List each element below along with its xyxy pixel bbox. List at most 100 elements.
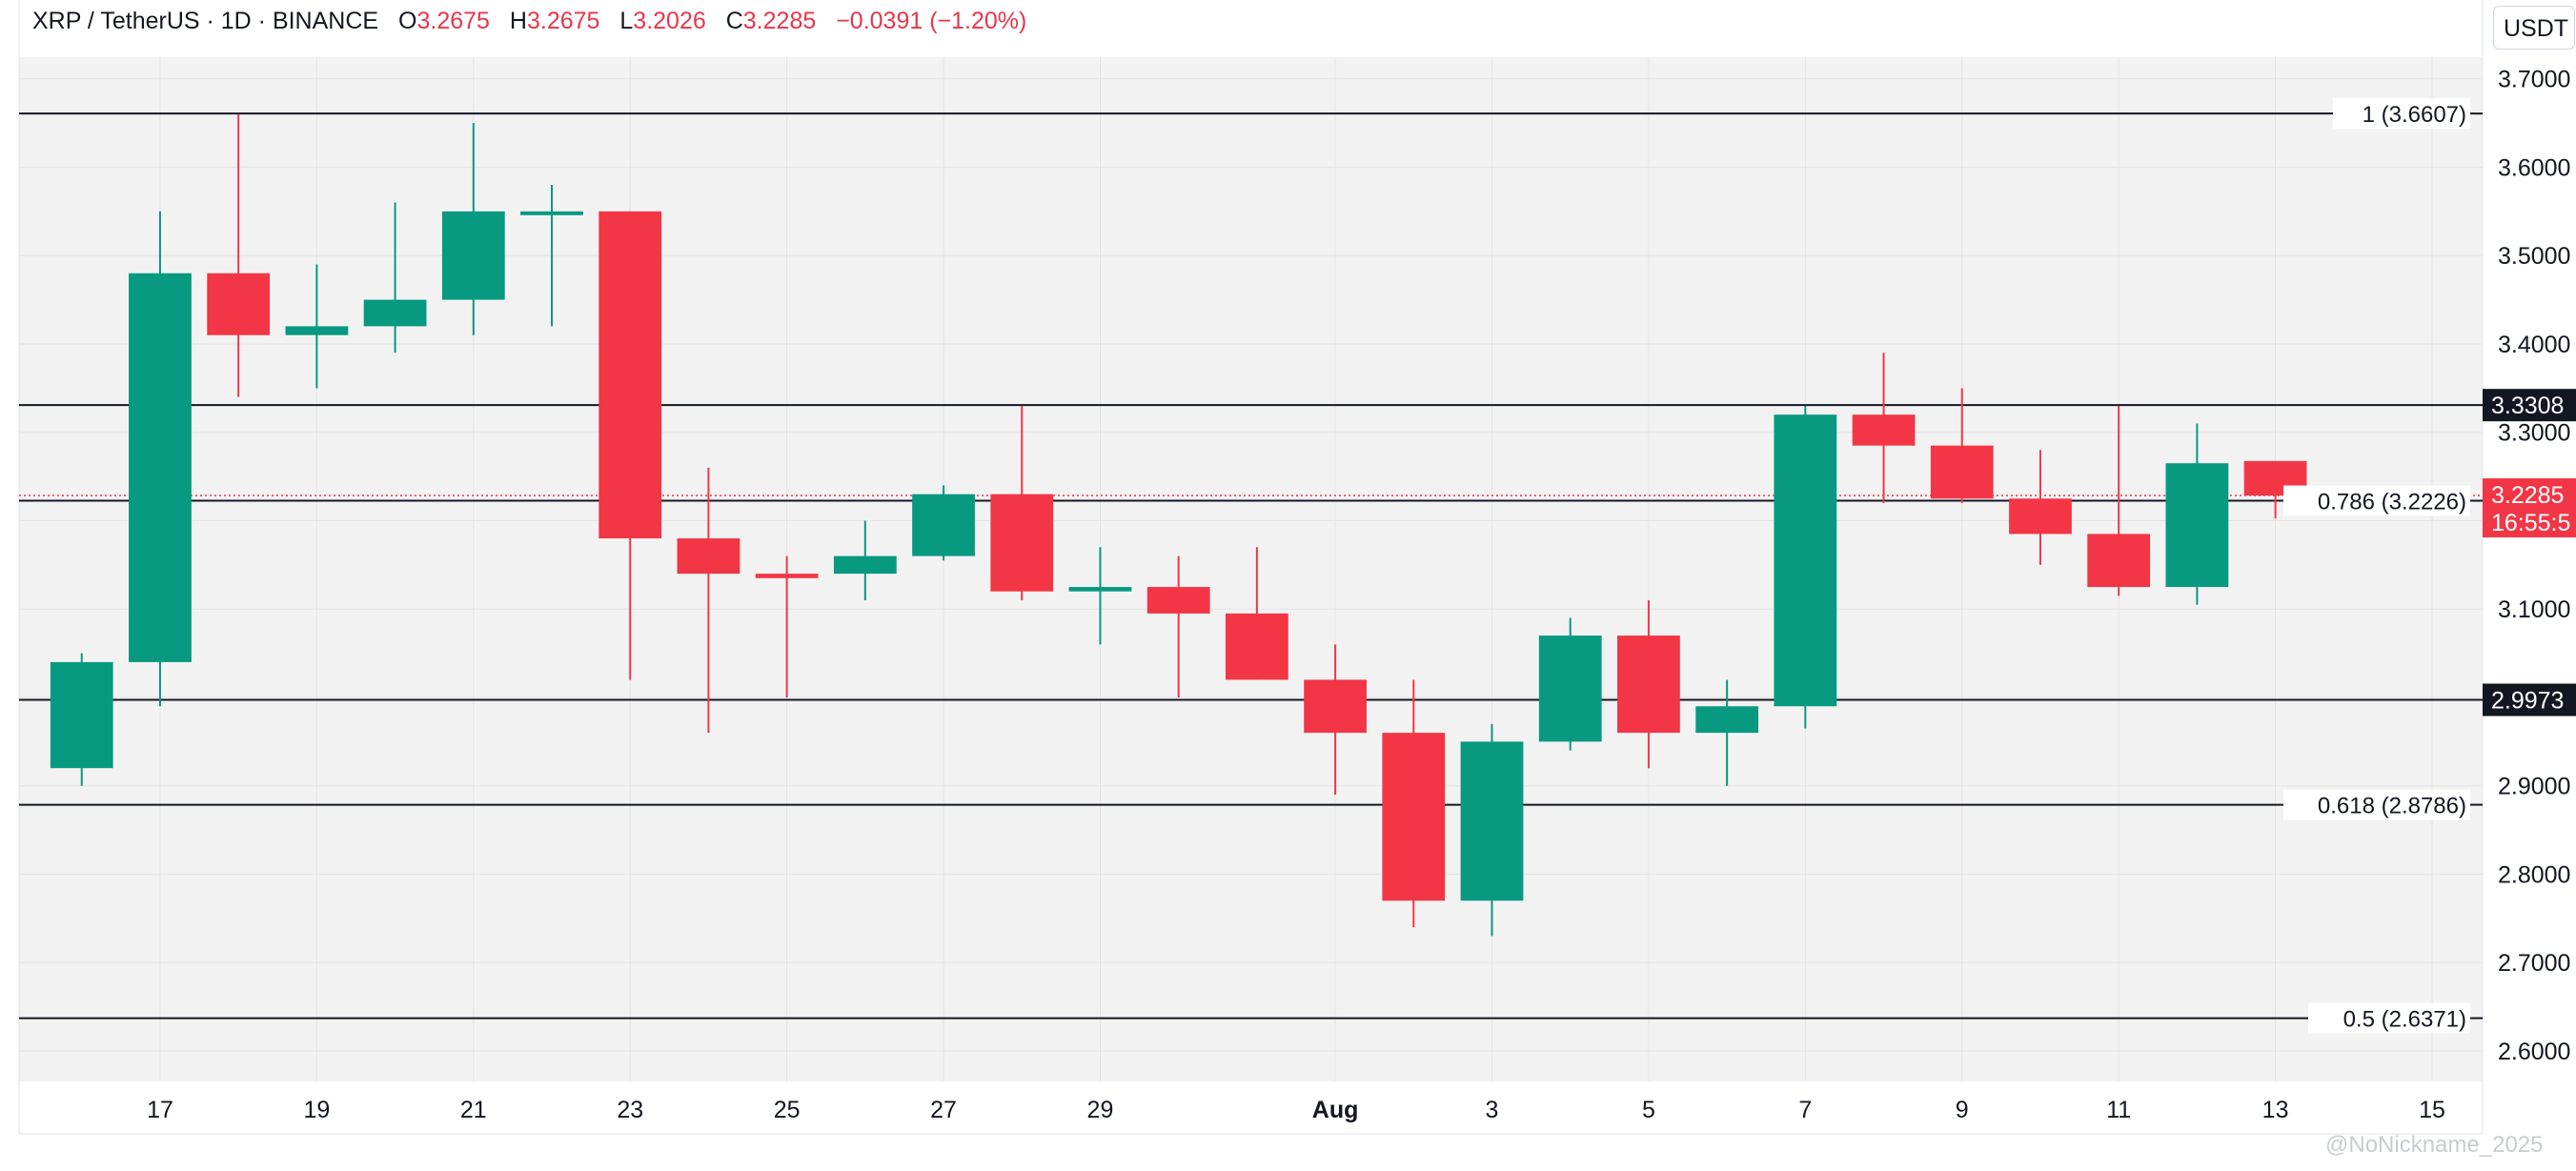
candle — [1695, 679, 1759, 786]
candle — [285, 264, 349, 389]
candle-body — [990, 494, 1054, 592]
candle-body — [2087, 534, 2151, 588]
x-tick-label: 9 — [1956, 1097, 1969, 1123]
watermark: @NoNickname_2025 — [2325, 1132, 2544, 1158]
candle-body — [1774, 414, 1837, 707]
candle — [207, 113, 271, 397]
open-label: O — [398, 8, 417, 34]
candle-body — [755, 574, 819, 578]
last-price-tag — [2483, 478, 2576, 538]
candle — [1068, 547, 1132, 645]
candle-body — [1146, 587, 1210, 614]
close-value: 3.2285 — [742, 8, 817, 34]
price-level-tag — [2483, 683, 2576, 717]
plot-background — [19, 57, 2483, 1081]
x-tick-label: 25 — [774, 1097, 801, 1123]
candle-body — [1617, 636, 1680, 734]
candle — [1617, 599, 1680, 769]
candle — [441, 123, 505, 335]
y-tick-label: 3.7000 — [2498, 67, 2570, 93]
y-tick-label: 3.1000 — [2498, 596, 2570, 623]
y-tick-label: 2.6000 — [2498, 1039, 2570, 1065]
candle — [363, 202, 427, 353]
y-tick-label: 3.4000 — [2498, 332, 2570, 358]
symbol-name[interactable]: XRP / TetherUS · 1D · BINANCE — [32, 8, 379, 34]
low-label: L — [619, 8, 634, 34]
candle-body — [1538, 636, 1602, 742]
candle-body — [363, 299, 427, 327]
candle — [912, 485, 975, 561]
candle-body — [1068, 587, 1132, 592]
candle — [2087, 405, 2151, 596]
candle — [990, 405, 1054, 600]
fib-label-background — [2283, 485, 2470, 516]
fib-level-label: 0.786 (3.2226) — [2318, 490, 2466, 515]
candle — [755, 555, 819, 697]
fib-label-background — [2333, 98, 2470, 130]
y-tick-label: 3.6000 — [2498, 154, 2570, 181]
x-tick-label: 11 — [2106, 1097, 2131, 1123]
fib-level-label: 0.618 (2.8786) — [2318, 794, 2466, 819]
candle-body — [912, 494, 975, 556]
candle-body — [1695, 706, 1759, 734]
x-tick-label: 29 — [1087, 1097, 1114, 1123]
fib-level-label: 1 (3.6607) — [2363, 102, 2466, 128]
candle — [1460, 723, 1524, 937]
candle — [2165, 423, 2229, 605]
candle — [2009, 450, 2072, 565]
y-tick-label: 2.8000 — [2498, 861, 2570, 888]
currency-button[interactable]: USDT — [2493, 6, 2575, 50]
x-tick-label: 27 — [930, 1097, 957, 1123]
candle-body — [207, 273, 271, 335]
price-level-tag-label: 3.3308 — [2491, 393, 2564, 419]
price-level-tag-label: 2.9973 — [2491, 687, 2564, 714]
x-tick-label: 21 — [460, 1097, 487, 1123]
candle-body — [1226, 613, 1288, 680]
low-value: 3.2026 — [633, 8, 706, 34]
candle-body — [677, 538, 740, 575]
candle-body — [129, 273, 192, 662]
price-level-tag — [2483, 389, 2576, 422]
candle-body — [1382, 733, 1446, 901]
last-price-tag-value: 3.2285 — [2491, 482, 2564, 509]
fib-label-background — [2308, 1002, 2470, 1034]
high-label: H — [509, 8, 527, 34]
change-value: −0.0391 (−1.20%) — [836, 8, 1027, 34]
x-tick-label: 3 — [1486, 1097, 1499, 1123]
candle — [1226, 547, 1288, 680]
x-tick-label: 7 — [1798, 1097, 1812, 1123]
candle-body — [50, 661, 113, 769]
y-tick-label: 2.7000 — [2498, 950, 2570, 977]
candle — [833, 520, 897, 600]
candle — [1930, 388, 1994, 503]
x-tick-label: 5 — [1642, 1097, 1655, 1123]
candle-body — [1930, 445, 1994, 499]
candle-body — [285, 326, 349, 335]
candle — [1382, 679, 1446, 928]
candle — [1852, 353, 1916, 503]
candle-body — [598, 211, 662, 539]
x-tick-label: Aug — [1312, 1097, 1359, 1123]
candle — [1304, 644, 1367, 796]
x-tick-label: 17 — [147, 1097, 173, 1123]
candle-body — [2165, 463, 2229, 588]
candle — [129, 211, 192, 707]
candle — [677, 467, 740, 734]
candle-body — [520, 211, 583, 215]
x-tick-label: 15 — [2419, 1097, 2445, 1123]
y-tick-label: 3.3000 — [2498, 420, 2570, 447]
open-value: 3.2675 — [416, 8, 490, 34]
y-tick-label: 3.5000 — [2498, 243, 2570, 270]
x-tick-label: 13 — [2262, 1097, 2289, 1123]
candle-body — [1304, 679, 1367, 734]
candle-body — [1460, 741, 1524, 901]
candle — [598, 211, 662, 680]
fib-level-label: 0.5 (2.6371) — [2343, 1007, 2466, 1033]
x-tick-label: 19 — [303, 1097, 330, 1123]
x-tick-label: 23 — [617, 1097, 643, 1123]
candle — [1538, 617, 1602, 751]
bar-countdown-timer: 16:55:5 — [2491, 510, 2570, 536]
candle — [1146, 555, 1210, 697]
high-value: 3.2675 — [526, 8, 600, 34]
